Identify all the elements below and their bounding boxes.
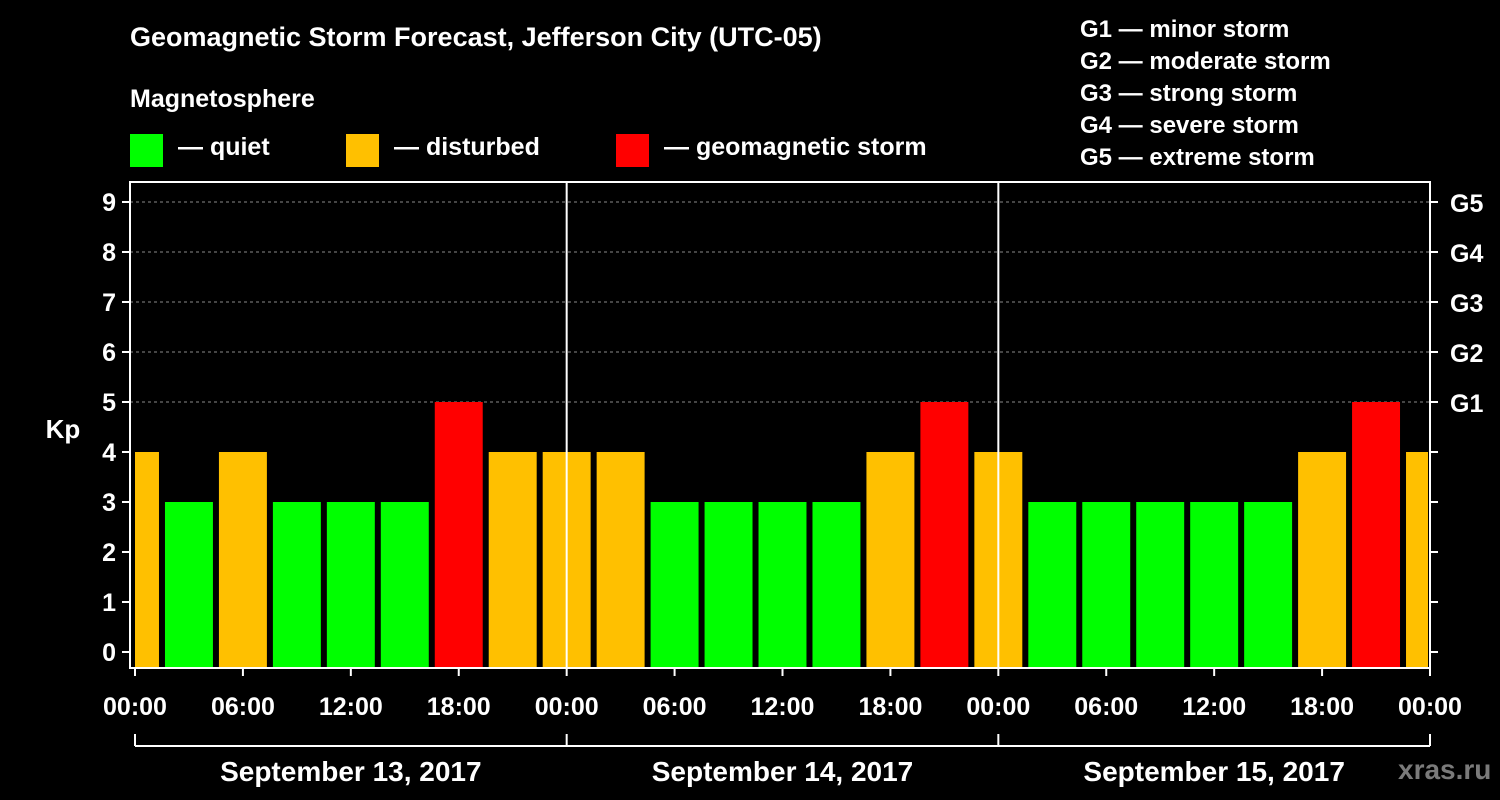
legend-label-quiet: — quiet xyxy=(178,133,270,161)
y-tick-label: 0 xyxy=(102,639,116,667)
plot-frame xyxy=(129,181,1431,669)
y-tick-label: 8 xyxy=(102,239,116,267)
kp-bar xyxy=(326,502,375,668)
g-scale-item: G2 — moderate storm xyxy=(1080,48,1331,75)
x-tick-label: 06:00 xyxy=(1074,693,1138,721)
x-tick-label: 06:00 xyxy=(643,693,707,721)
y-axis-label: Kp xyxy=(46,414,81,444)
y-tick-label: 5 xyxy=(102,389,116,417)
chart-title: Geomagnetic Storm Forecast, Jefferson Ci… xyxy=(130,22,822,52)
kp-bar xyxy=(1244,502,1293,668)
x-tick-label: 18:00 xyxy=(1290,693,1354,721)
kp-bar xyxy=(1298,452,1347,668)
kp-bar xyxy=(135,452,159,668)
x-tick-label: 12:00 xyxy=(319,693,383,721)
y-tick-label: 2 xyxy=(102,539,116,567)
g-level-label: G1 xyxy=(1450,390,1483,418)
x-tick-label: 18:00 xyxy=(427,693,491,721)
brand-watermark: xras.ru xyxy=(1398,754,1492,785)
kp-bar xyxy=(1082,502,1131,668)
y-tick-label: 3 xyxy=(102,489,116,517)
legend-swatch-disturbed xyxy=(346,134,379,167)
x-tick-label: 18:00 xyxy=(858,693,922,721)
g-scale-list: G1 — minor storm G2 — moderate storm G3 … xyxy=(1080,14,1331,174)
kp-bar xyxy=(1190,502,1239,668)
kp-bar xyxy=(1136,502,1185,668)
y-tick-label: 4 xyxy=(102,439,116,467)
kp-bar xyxy=(1406,452,1428,668)
day-label: September 13, 2017 xyxy=(220,756,482,787)
y-tick-label: 9 xyxy=(102,189,116,217)
kp-bar xyxy=(218,452,267,668)
kp-bar xyxy=(866,452,915,668)
kp-bar xyxy=(1028,502,1077,668)
legend-label-disturbed: — disturbed xyxy=(394,133,540,161)
x-tick-label: 00:00 xyxy=(1398,693,1462,721)
x-tick-label: 00:00 xyxy=(966,693,1030,721)
x-tick-label: 06:00 xyxy=(211,693,275,721)
g-level-label: G4 xyxy=(1450,240,1483,268)
legend-label-storm: — geomagnetic storm xyxy=(664,133,927,161)
kp-bar xyxy=(1352,402,1401,668)
legend-swatch-quiet xyxy=(130,134,163,167)
kp-bar xyxy=(758,502,807,668)
x-tick-label: 12:00 xyxy=(1182,693,1246,721)
kp-bar xyxy=(434,402,483,668)
kp-bar xyxy=(704,502,753,668)
kp-bar xyxy=(920,402,969,668)
legend-swatch-storm xyxy=(616,134,649,167)
y-tick-label: 1 xyxy=(102,589,116,617)
day-label: September 14, 2017 xyxy=(652,756,914,787)
g-level-label: G3 xyxy=(1450,290,1483,318)
kp-bar xyxy=(380,502,429,668)
g-level-label: G2 xyxy=(1450,340,1483,368)
x-tick-label: 00:00 xyxy=(103,693,167,721)
g-scale-item: G4 — severe storm xyxy=(1080,112,1299,139)
legend-heading: Magnetosphere xyxy=(130,85,315,113)
g-scale-item: G1 — minor storm xyxy=(1080,16,1290,43)
kp-bar xyxy=(272,502,321,668)
g-scale-item: G3 — strong storm xyxy=(1080,80,1298,107)
g-level-label: G5 xyxy=(1450,190,1483,218)
kp-bar xyxy=(164,502,213,668)
g-scale-item: G5 — extreme storm xyxy=(1080,144,1315,171)
day-label: September 15, 2017 xyxy=(1083,756,1345,787)
kp-bar xyxy=(488,452,537,668)
y-tick-label: 6 xyxy=(102,339,116,367)
kp-bar xyxy=(596,452,645,668)
x-tick-label: 12:00 xyxy=(751,693,815,721)
x-tick-label: 00:00 xyxy=(535,693,599,721)
kp-bar xyxy=(650,502,699,668)
y-tick-label: 7 xyxy=(102,289,116,317)
kp-bar xyxy=(812,502,861,668)
